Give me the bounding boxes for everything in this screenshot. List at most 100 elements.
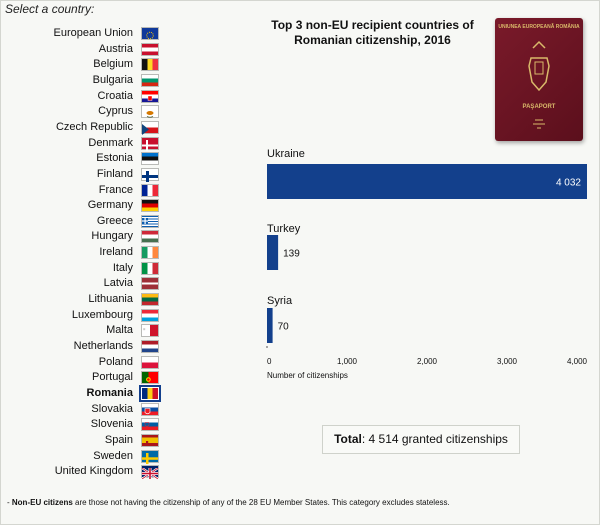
country-item-eu[interactable]: European Union (0, 26, 180, 40)
country-item-dk[interactable]: Denmark (0, 136, 180, 151)
x-tick-label: 4,000 (567, 357, 588, 366)
it-flag-icon (142, 262, 158, 274)
country-item-lv[interactable]: Latvia (0, 276, 180, 290)
country-name: Bulgaria (92, 73, 133, 86)
country-item-cz[interactable]: Czech Republic (0, 120, 180, 135)
si-flag-icon (142, 419, 158, 431)
country-item-at[interactable]: Austria (0, 42, 180, 56)
country-name: Portugal (92, 371, 133, 384)
category-label: Ukraine (267, 148, 305, 160)
bar-ukraine (267, 164, 587, 199)
country-name: Poland (98, 355, 133, 368)
category-label: Turkey (267, 223, 301, 235)
bar-syria (267, 308, 273, 343)
x-tick-label: 1,000 (337, 357, 358, 366)
ie-flag-icon (142, 247, 158, 259)
country-item-lt[interactable]: Lithuania (0, 292, 180, 306)
country-item-ro[interactable]: Romania (0, 386, 180, 400)
country-name: Netherlands (73, 340, 133, 352)
country-item-de[interactable]: Germany (0, 198, 180, 212)
x-tick-label: 3,000 (497, 357, 518, 366)
country-name: Luxembourg (71, 308, 133, 321)
country-name: Cyprus (98, 105, 133, 118)
x-axis-label: Number of citizenships (267, 371, 348, 380)
country-item-nl[interactable]: Netherlands (0, 339, 180, 353)
country-name: Austria (98, 42, 133, 55)
country-item-cy[interactable]: Cyprus (0, 104, 180, 118)
country-name: United Kingdom (54, 465, 133, 478)
ro-flag-icon (142, 387, 158, 399)
country-item-be[interactable]: Belgium (0, 57, 180, 71)
total-text: : 4 514 granted citizenships (361, 432, 508, 446)
country-name: Belgium (93, 58, 133, 71)
country-item-lu[interactable]: Luxembourg (0, 308, 180, 322)
country-item-it[interactable]: Italy (0, 261, 180, 275)
country-name: Estonia (96, 152, 133, 165)
footnote-bold: Non-EU citizens (11, 498, 73, 507)
country-name: Denmark (88, 136, 133, 149)
country-name: Greece (96, 214, 133, 227)
country-item-gr[interactable]: Greece (0, 214, 180, 228)
passport-bottom-text: PAŞAPORT (522, 104, 556, 110)
be-flag-icon (142, 59, 158, 71)
gb-flag-icon (141, 466, 159, 481)
passport-emblem-icon (528, 40, 550, 129)
country-item-es[interactable]: Spain (0, 433, 180, 447)
country-item-hu[interactable]: Hungary (0, 229, 180, 243)
country-name: Spain (104, 433, 133, 446)
country-item-fi[interactable]: Finland (0, 167, 180, 182)
se-flag-icon (142, 450, 158, 464)
country-item-fr[interactable]: France (0, 183, 180, 197)
country-name: Germany (87, 199, 133, 212)
fi-flag-icon (142, 168, 158, 182)
country-item-mt[interactable]: Malta (0, 323, 180, 337)
fr-flag-icon (142, 184, 158, 196)
gr-flag-icon (142, 215, 158, 227)
country-item-pt[interactable]: Portugal (0, 370, 180, 384)
country-name: Malta (106, 324, 133, 337)
country-item-gb[interactable]: United Kingdom (0, 464, 180, 481)
country-name: Ireland (99, 246, 133, 259)
cy-flag-icon (142, 106, 158, 118)
country-name: Czech Republic (55, 120, 133, 133)
total-label: Total (334, 432, 362, 446)
total-box: Total: 4 514 granted citizenships (322, 425, 520, 454)
country-item-ie[interactable]: Ireland (0, 245, 180, 259)
country-name: Slovenia (90, 418, 133, 431)
es-flag-icon (142, 434, 158, 446)
bar-value-label: 70 (278, 322, 290, 333)
country-item-sk[interactable]: Slovakia (0, 402, 180, 416)
x-tick-label: 0 (267, 357, 272, 366)
hu-flag-icon (142, 231, 158, 243)
country-name: Lithuania (88, 293, 133, 306)
bg-flag-icon (142, 74, 158, 86)
chart-title: Top 3 non-EU recipient countries of Roma… (271, 18, 474, 47)
at-flag-icon (142, 43, 158, 55)
dk-flag-icon (142, 137, 158, 151)
country-item-bg[interactable]: Bulgaria (0, 73, 180, 87)
country-name: European Union (53, 27, 133, 39)
country-name: France (98, 183, 133, 196)
lu-flag-icon (142, 309, 158, 321)
country-item-se[interactable]: Sweden (0, 449, 180, 464)
country-name: Italy (112, 261, 133, 274)
country-name: Slovakia (91, 402, 133, 415)
select-country-label: Select a country: (5, 2, 95, 16)
country-item-hr[interactable]: Croatia (0, 89, 180, 103)
country-item-si[interactable]: Slovenia (0, 417, 180, 431)
country-item-ee[interactable]: Estonia (0, 151, 180, 165)
mt-flag-icon (142, 325, 158, 337)
footnote: - Non-EU citizens are those not having t… (7, 498, 450, 507)
footnote-prefix: - (7, 498, 12, 507)
bar-value-label: 139 (283, 249, 300, 260)
bar-turkey (267, 235, 279, 270)
country-name: Hungary (91, 230, 133, 243)
lt-flag-icon (142, 294, 158, 306)
hr-flag-icon (142, 90, 158, 102)
country-name: Latvia (103, 277, 133, 290)
footnote-text: are those not having the citizenship of … (72, 498, 450, 507)
nl-flag-icon (142, 341, 158, 352)
country-item-pl[interactable]: Poland (0, 355, 180, 369)
country-name: Sweden (93, 449, 133, 462)
sk-flag-icon (142, 403, 158, 415)
